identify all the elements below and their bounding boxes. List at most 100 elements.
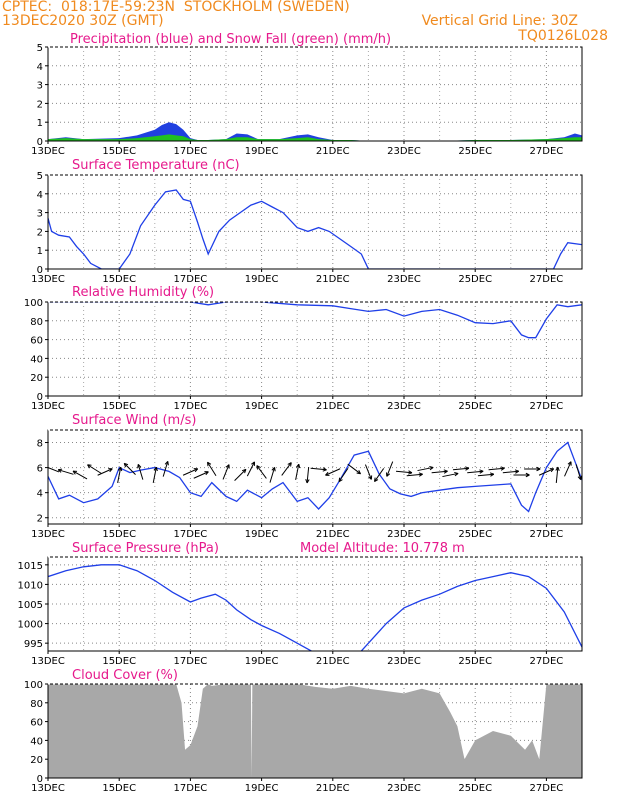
header-date-line: 13DEC2020 30Z (GMT) <box>2 13 164 29</box>
series-area-2 <box>48 134 582 141</box>
wind-arrow <box>207 461 217 477</box>
y-tick-label: 3 <box>37 209 43 220</box>
wind-arrow <box>222 464 230 480</box>
y-tick-label: 2 <box>37 514 43 525</box>
x-tick-label: 17DEC <box>174 656 208 667</box>
y-tick-label: 0 <box>37 392 43 403</box>
x-tick-label: 19DEC <box>245 146 279 157</box>
plot-area <box>48 564 582 651</box>
x-tick-label: 13DEC <box>31 401 65 412</box>
series-line-1 <box>48 189 582 269</box>
panel-title: Precipitation (blue) and Snow Fall (gree… <box>70 32 391 47</box>
y-tick-label: 1000 <box>18 620 43 631</box>
y-tick-label: 1010 <box>18 580 43 591</box>
y-tick-label: 0 <box>37 774 43 785</box>
y-tick-label: 20 <box>30 373 43 384</box>
x-tick-label: 23DEC <box>387 529 421 540</box>
wind-arrow <box>234 468 247 482</box>
wind-arrow <box>431 469 448 474</box>
wind-arrow <box>417 465 434 472</box>
y-tick-label: 40 <box>30 354 43 365</box>
y-tick-label: 60 <box>30 718 43 729</box>
y-tick-label: 100 <box>24 680 43 691</box>
x-tick-label: 21DEC <box>316 783 350 794</box>
wind-vectors <box>48 460 582 484</box>
wind-arrow <box>386 461 394 477</box>
x-tick-label: 27DEC <box>530 274 564 285</box>
header-model-code: TQ0126L028 <box>518 28 608 44</box>
series-area-1 <box>48 684 582 778</box>
x-tick-label: 23DEC <box>387 274 421 285</box>
y-tick-label: 100 <box>24 298 43 309</box>
x-tick-label: 21DEC <box>316 274 350 285</box>
y-tick-label: 80 <box>30 699 43 710</box>
wind-arrow <box>295 463 301 480</box>
panel-title: Cloud Cover (%) <box>72 668 178 683</box>
x-tick-label: 19DEC <box>245 401 279 412</box>
y-tick-label: 4 <box>37 489 43 500</box>
plot-area <box>48 441 582 513</box>
y-tick-label: 5 <box>37 43 43 54</box>
y-tick-label: 0 <box>37 265 43 276</box>
wind-arrow <box>325 468 341 476</box>
wind-arrow <box>555 466 560 484</box>
plot-area <box>48 189 582 269</box>
wind-arrow <box>162 460 169 477</box>
wind-arrow <box>467 469 484 474</box>
wind-arrow <box>442 471 459 478</box>
x-tick-label: 19DEC <box>245 529 279 540</box>
panel-2: 0 1 2 3 4 5 13DEC 15DEC 17DEC 19DEC 21DEC 23DEC 25DE… <box>31 158 583 285</box>
wind-arrow <box>117 466 123 483</box>
x-tick-label: 15DEC <box>102 783 136 794</box>
series-area-1 <box>48 122 582 141</box>
x-tick-label: 15DEC <box>102 146 136 157</box>
y-tick-label: 40 <box>30 736 43 747</box>
wind-arrow <box>193 471 209 479</box>
wind-arrow <box>246 461 255 477</box>
wind-arrow <box>269 466 276 483</box>
y-tick-label: 1 <box>37 118 43 129</box>
panel-title: Surface Pressure (hPa) <box>72 541 219 556</box>
wind-arrow <box>575 464 582 481</box>
y-tick-label: 60 <box>30 336 43 347</box>
grid <box>47 430 582 524</box>
x-tick-label: 15DEC <box>102 274 136 285</box>
wind-arrow <box>310 467 327 472</box>
wind-arrow <box>488 466 505 471</box>
x-tick-label: 13DEC <box>31 529 65 540</box>
wind-arrow <box>123 462 136 476</box>
x-tick-label: 13DEC <box>31 146 65 157</box>
wind-arrow <box>364 464 373 480</box>
y-tick-label: 8 <box>37 439 43 450</box>
panel-frame <box>47 301 583 397</box>
x-tick-label: 25DEC <box>458 146 492 157</box>
y-tick-label: 6 <box>37 464 43 475</box>
x-tick-label: 17DEC <box>174 274 208 285</box>
wind-arrow <box>477 472 495 477</box>
x-tick-label: 25DEC <box>458 656 492 667</box>
x-tick-label: 23DEC <box>387 401 421 412</box>
y-tick-label: 1 <box>37 246 43 257</box>
x-tick-label: 23DEC <box>387 146 421 157</box>
wind-arrow <box>513 472 530 478</box>
x-tick-label: 27DEC <box>530 656 564 667</box>
wind-arrow <box>564 461 572 477</box>
x-tick-label: 15DEC <box>102 401 136 412</box>
wind-arrow <box>256 465 267 479</box>
wind-arrow <box>57 468 74 475</box>
wind-arrow <box>182 468 199 476</box>
x-tick-label: 19DEC <box>245 274 279 285</box>
panel-title: Surface Wind (m/s) <box>72 413 196 428</box>
x-tick-label: 17DEC <box>174 529 208 540</box>
x-tick-label: 17DEC <box>174 783 208 794</box>
wind-arrow <box>48 465 60 473</box>
x-tick-label: 25DEC <box>458 783 492 794</box>
wind-arrow <box>137 463 144 480</box>
panel-5: 995 1000 1005 1010 1015 13DEC 15DEC 17DEC 19DEC 2… <box>18 541 583 667</box>
wind-arrow <box>373 468 385 482</box>
grid <box>47 301 582 397</box>
panel-3: 0 20 40 60 80 100 13DEC 15DEC 17DEC 19DEC 21DEC 23D… <box>24 285 583 412</box>
y-tick-label: 20 <box>30 755 43 766</box>
wind-arrow <box>502 469 520 474</box>
